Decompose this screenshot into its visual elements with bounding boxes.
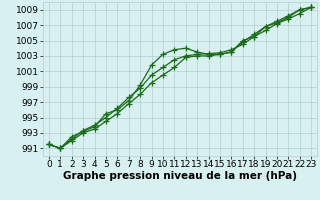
- X-axis label: Graphe pression niveau de la mer (hPa): Graphe pression niveau de la mer (hPa): [63, 171, 297, 181]
